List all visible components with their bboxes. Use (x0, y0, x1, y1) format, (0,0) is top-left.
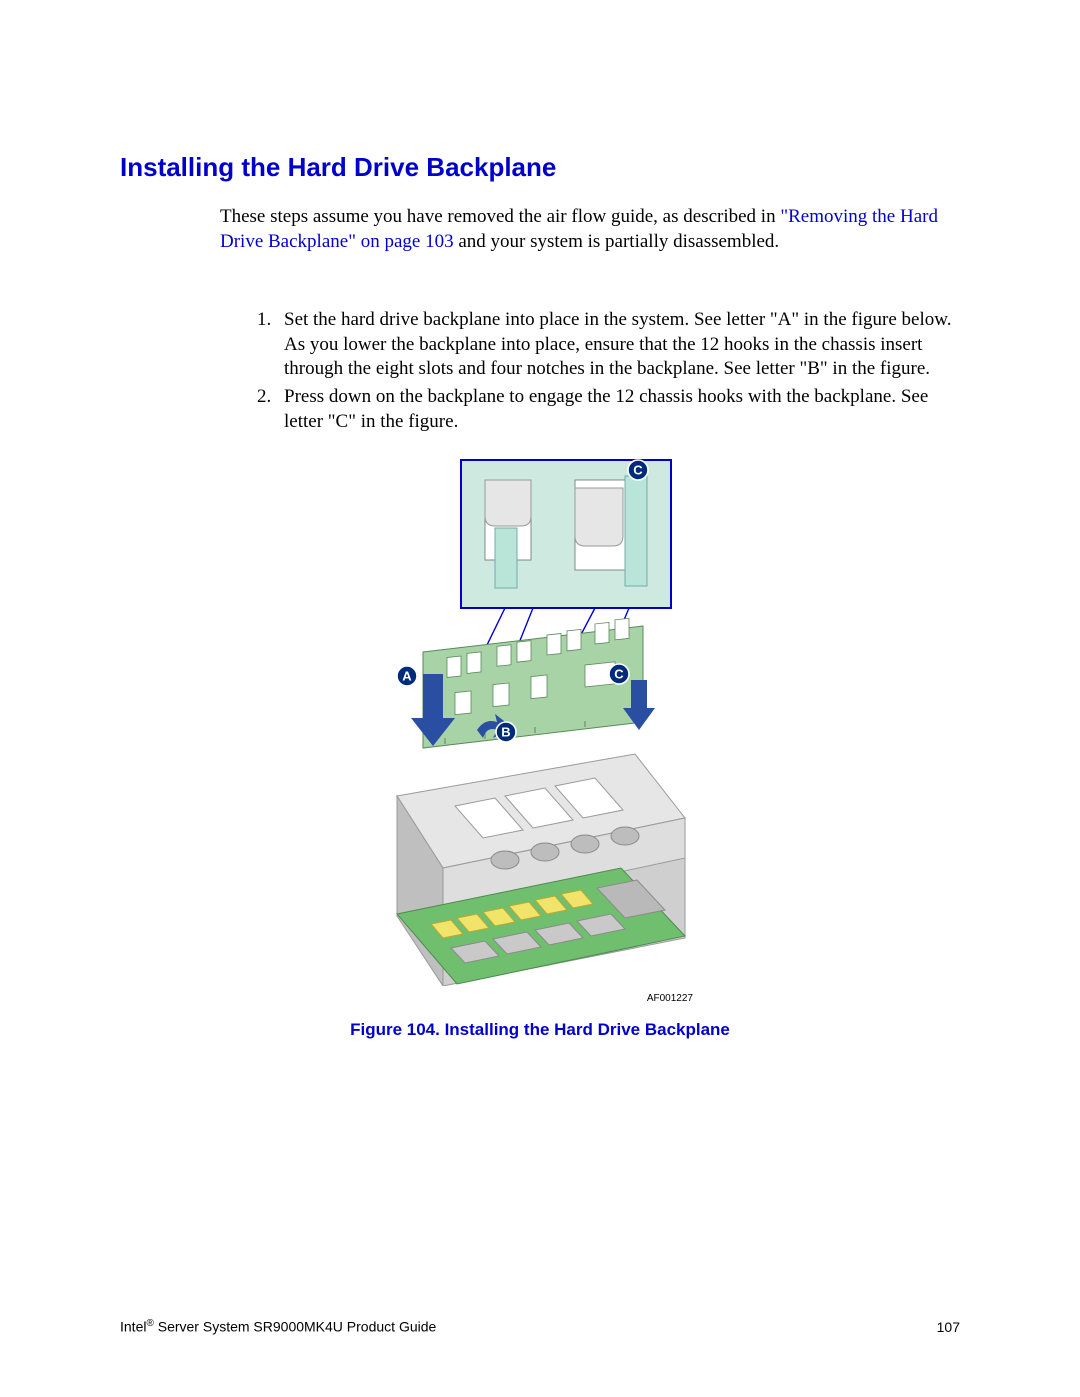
svg-text:B: B (501, 724, 510, 739)
footer-title: Server System SR9000MK4U Product Guide (154, 1319, 436, 1335)
section-heading: Installing the Hard Drive Backplane (120, 152, 960, 183)
intro-paragraph: These steps assume you have removed the … (220, 205, 960, 254)
step-item: Press down on the backplane to engage th… (276, 385, 960, 434)
svg-text:A: A (402, 668, 412, 683)
figure-caption: Figure 104. Installing the Hard Drive Ba… (120, 1020, 960, 1040)
page-number: 107 (937, 1319, 960, 1335)
intro-pre: These steps assume you have removed the … (220, 206, 780, 227)
svg-text:C: C (614, 666, 624, 681)
step-item: Set the hard drive backplane into place … (276, 308, 960, 381)
footer-brand: Intel (120, 1319, 146, 1335)
page: Installing the Hard Drive Backplane Thes… (0, 0, 1080, 1397)
svg-text:C: C (633, 462, 643, 477)
steps-list: Set the hard drive backplane into place … (250, 308, 960, 434)
figure: C A B C AF001227 (120, 458, 960, 1040)
figure-id: AF001227 (385, 993, 695, 1004)
figure-svg: C A B C AF001227 (385, 458, 695, 1004)
intro-post: and your system is partially disassemble… (454, 231, 780, 252)
registered-icon: ® (146, 1318, 153, 1329)
footer-left: Intel® Server System SR9000MK4U Product … (120, 1318, 436, 1335)
page-footer: Intel® Server System SR9000MK4U Product … (120, 1318, 960, 1335)
